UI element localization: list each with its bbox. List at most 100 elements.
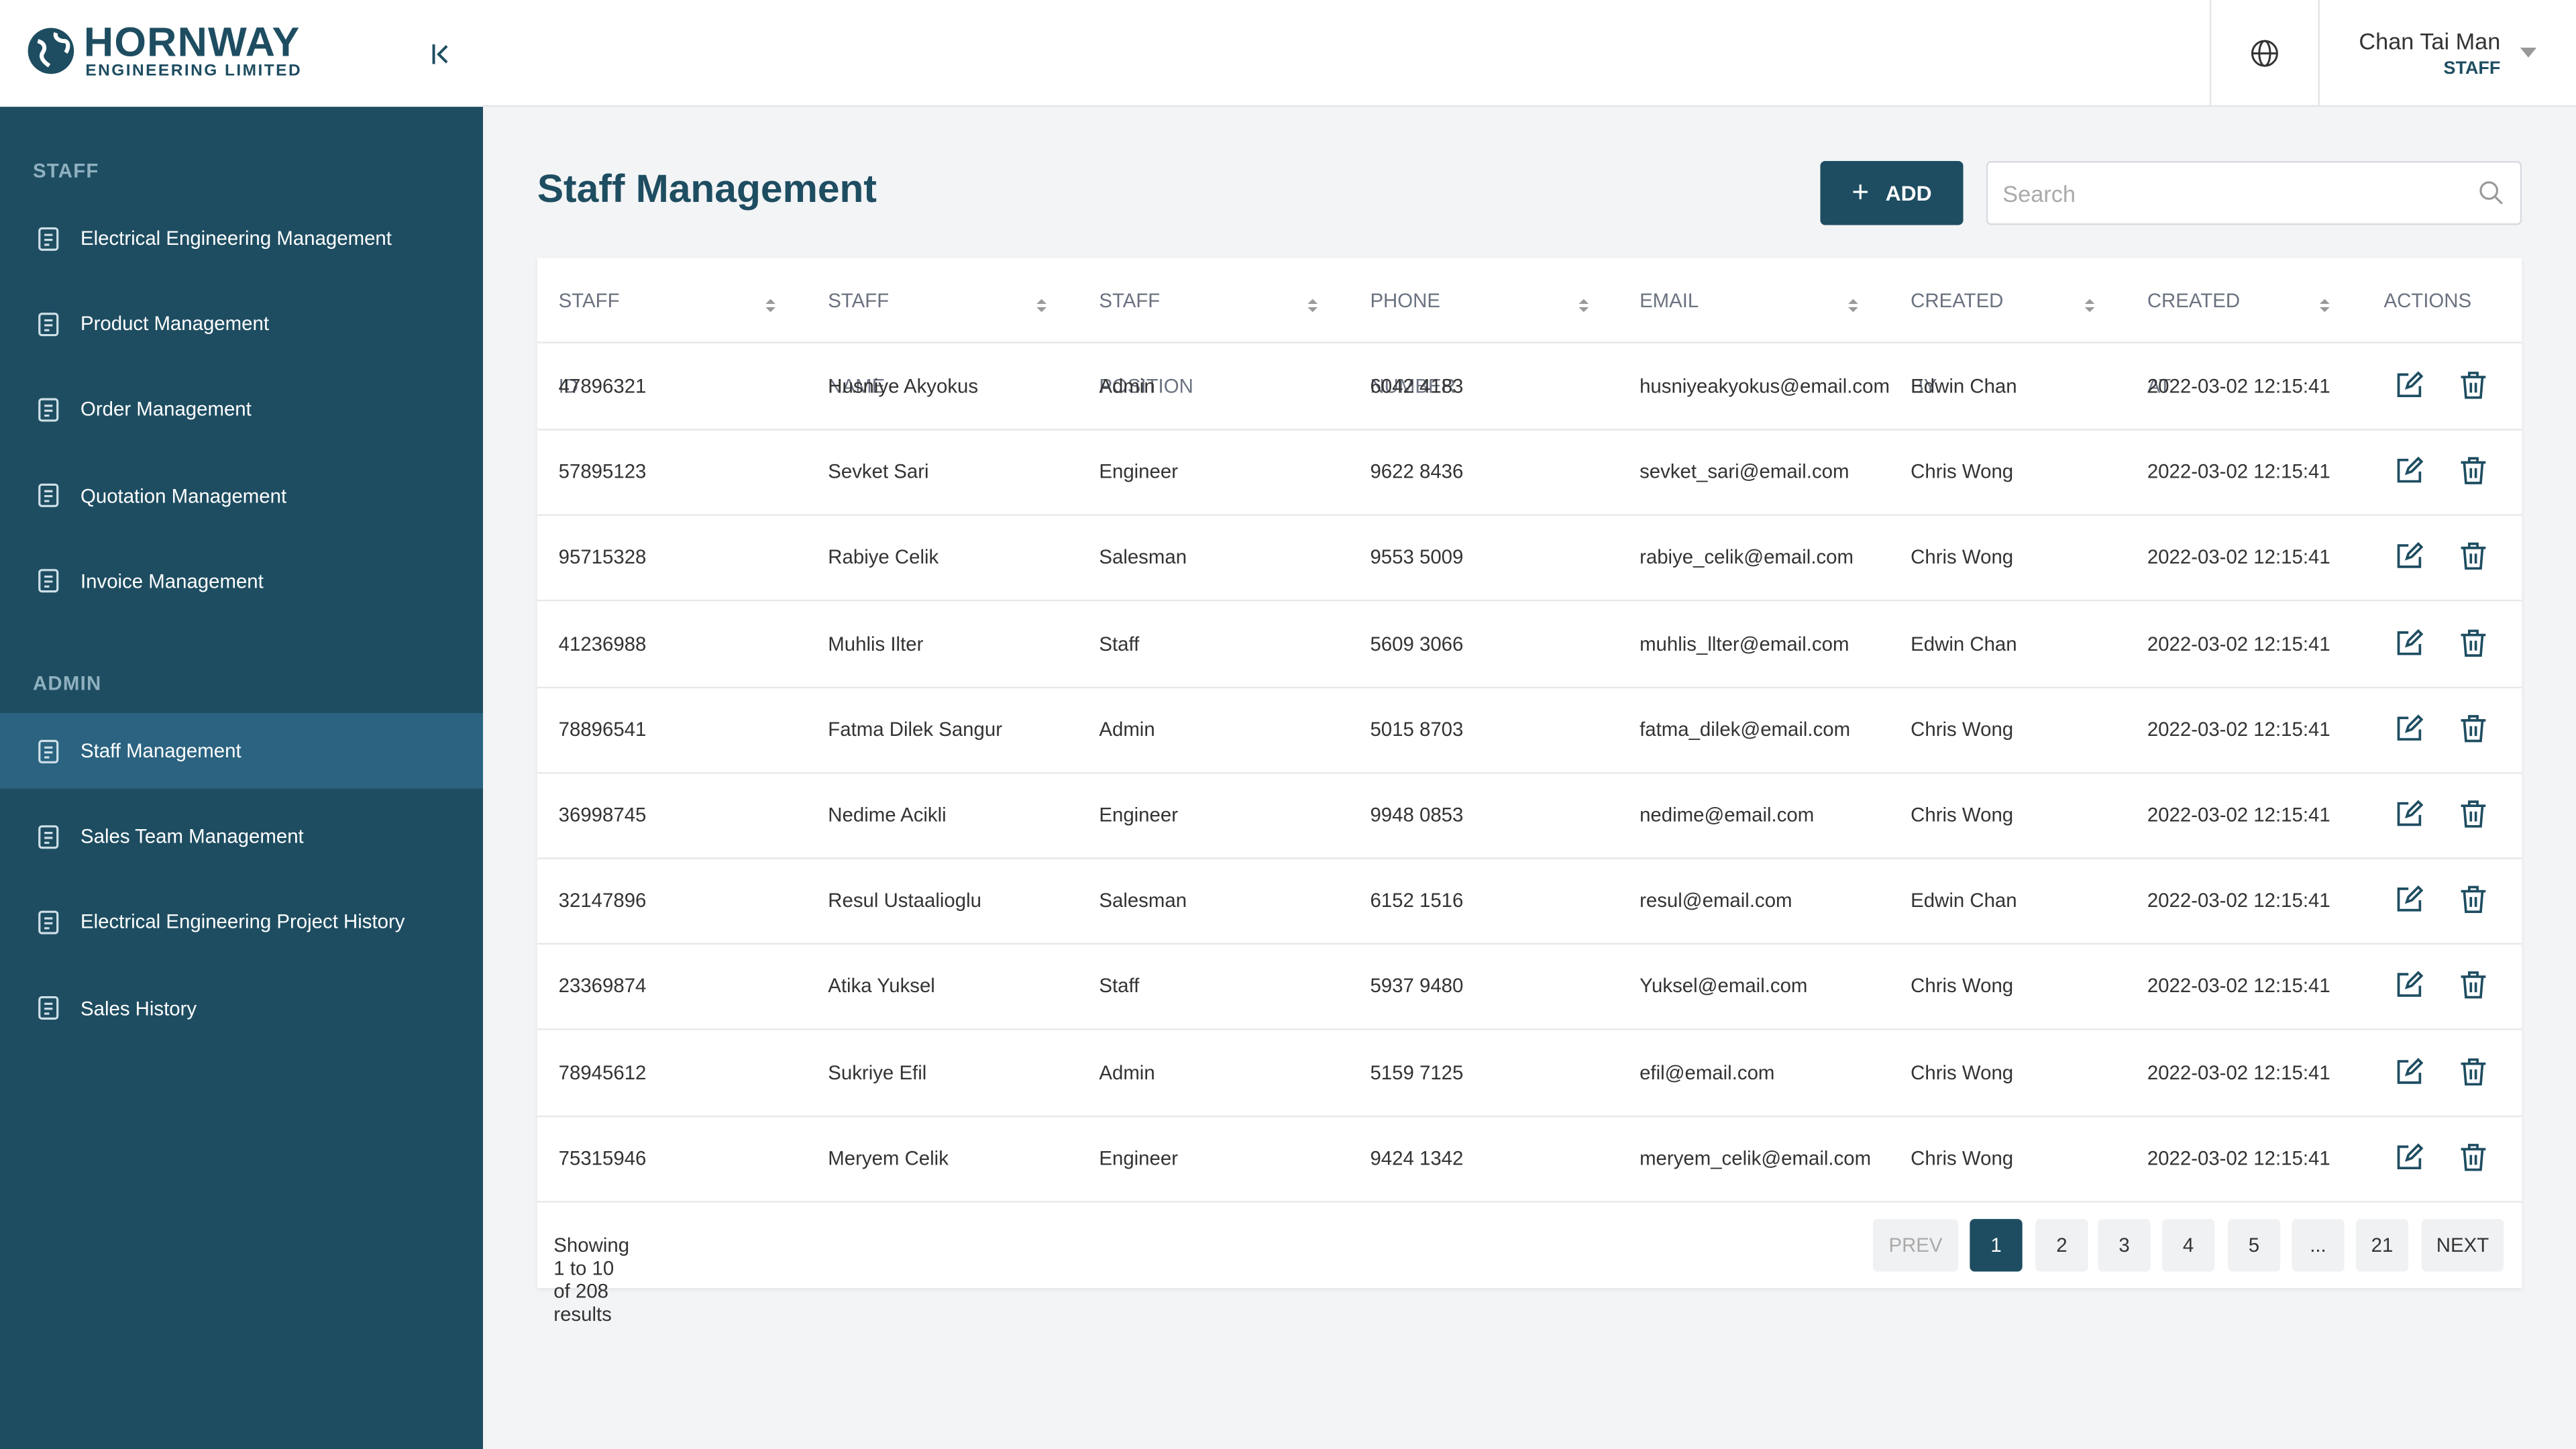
sort-arrows [765, 299, 775, 313]
delete-icon [2461, 1057, 2486, 1085]
table-cell: 23369874 [558, 975, 647, 998]
sort-icon [764, 292, 777, 322]
page-button[interactable]: 5 [2227, 1219, 2281, 1272]
column-header[interactable]: CREATED BY [1911, 289, 2004, 398]
menu-item[interactable]: Sales Team Management [0, 799, 483, 875]
menu-item[interactable]: Order Management [0, 372, 483, 447]
dropdown-arrow [2520, 48, 2537, 58]
user-name: Chan Tai Man [2359, 28, 2501, 54]
page-button[interactable]: 21 [2355, 1219, 2409, 1272]
column-header[interactable]: STAFF POSITION [1099, 289, 1193, 398]
page-button[interactable]: 3 [2098, 1219, 2151, 1272]
row-divider [537, 341, 2522, 343]
table-cell: 2022-03-02 12:15:41 [2147, 1061, 2330, 1084]
menu-label: Electrical Engineering Project History [80, 910, 405, 934]
menu-label: Staff Management [80, 739, 241, 763]
delete-button[interactable] [2459, 971, 2487, 1008]
edit-button[interactable] [2396, 971, 2424, 1008]
delete-button[interactable] [2459, 1143, 2487, 1179]
table-cell: nedime@email.com [1640, 803, 1815, 826]
menu-item[interactable]: Sales History [0, 970, 483, 1046]
table-cell: Staff [1099, 631, 1140, 655]
table-cell: rabiye_celik@email.com [1640, 546, 1854, 570]
delete-button[interactable] [2459, 714, 2487, 751]
delete-button[interactable] [2459, 457, 2487, 493]
menu-item[interactable]: Product Management [0, 286, 483, 362]
menu-item[interactable]: Invoice Management [0, 543, 483, 619]
table-cell: 9622 8436 [1370, 460, 1464, 484]
sort-icon [2318, 292, 2332, 322]
column-header[interactable]: EMAIL [1640, 289, 1699, 313]
language-button[interactable] [2209, 0, 2320, 105]
edit-button[interactable] [2396, 628, 2424, 665]
user-menu[interactable]: Chan Tai Man STAFF [2318, 0, 2576, 105]
edit-button[interactable] [2396, 542, 2424, 579]
column-header[interactable]: STAFF NAME [828, 289, 890, 398]
delete-button[interactable] [2459, 1057, 2487, 1093]
menu-icon [38, 824, 59, 849]
column-header[interactable]: STAFF ID [558, 289, 620, 398]
menu-item[interactable]: Electrical Engineering Project History [0, 885, 483, 961]
delete-button[interactable] [2459, 543, 2487, 579]
logo-sub: ENGINEERING LIMITED [85, 62, 303, 81]
sort-arrows [2084, 299, 2095, 313]
menu-label: Electrical Engineering Management [80, 226, 392, 250]
table-cell: 9424 1342 [1370, 1146, 1464, 1170]
edit-button[interactable] [2396, 371, 2424, 407]
menu-icon [38, 910, 59, 934]
menu-item[interactable]: Quotation Management [0, 458, 483, 533]
edit-button[interactable] [2396, 885, 2424, 922]
table-cell: Admin [1099, 374, 1155, 398]
delete-button[interactable] [2459, 885, 2487, 922]
table-cell: Nedime Acikli [828, 803, 947, 826]
delete-button[interactable] [2459, 371, 2487, 407]
logo-icon [28, 28, 74, 74]
row-divider [537, 686, 2522, 688]
table-cell: 78945612 [558, 1061, 647, 1084]
menu-item[interactable]: Electrical Engineering Management [0, 201, 483, 276]
delete-button[interactable] [2459, 800, 2487, 837]
menu-item[interactable]: Staff Management [0, 712, 484, 789]
table-cell: efil@email.com [1640, 1061, 1775, 1084]
edit-icon [2397, 542, 2424, 569]
page-button[interactable]: 1 [1970, 1219, 2023, 1272]
table-cell: Sevket Sari [828, 460, 929, 484]
edit-button[interactable] [2396, 800, 2424, 837]
sidebar: STAFF Electrical Engineering Management Pr… [0, 107, 484, 1449]
column-header[interactable]: PHONE NUMBER [1370, 289, 1456, 398]
table-cell: Admin [1099, 717, 1155, 741]
edit-icon [2397, 1057, 2424, 1083]
search-box[interactable]: Search [1986, 161, 2522, 225]
column-header: ACTIONS [2383, 289, 2472, 313]
table-cell: 95715328 [558, 546, 647, 570]
page-button[interactable]: 4 [2161, 1219, 2215, 1272]
delete-icon [2461, 886, 2486, 914]
table-cell: Salesman [1099, 889, 1187, 912]
delete-button[interactable] [2459, 629, 2487, 665]
page-button[interactable]: ... [2292, 1219, 2345, 1272]
menu-label: Product Management [80, 312, 269, 336]
sort-icon [1306, 292, 1320, 322]
column-header[interactable]: CREATED AT [2147, 289, 2241, 398]
collapse-button[interactable] [429, 43, 451, 66]
table-cell: 5937 9480 [1370, 975, 1464, 998]
table-cell: 2022-03-02 12:15:41 [2147, 460, 2330, 484]
edit-button[interactable] [2396, 457, 2424, 493]
page-button[interactable]: 2 [2035, 1219, 2088, 1272]
page-title: Staff Management [537, 167, 877, 212]
menu-icon [38, 996, 59, 1020]
row-divider [537, 943, 2522, 945]
edit-button[interactable] [2396, 1142, 2424, 1179]
menu-icon [38, 569, 59, 593]
table-cell: 2022-03-02 12:15:41 [2147, 374, 2330, 398]
row-divider [537, 1200, 2522, 1203]
delete-icon [2461, 1143, 2486, 1171]
table-cell: Muhlis Ilter [828, 631, 924, 655]
search-placeholder: Search [2002, 180, 2076, 207]
globe-icon [2251, 40, 2278, 67]
page-button[interactable]: NEXT [2421, 1219, 2504, 1272]
row-divider [537, 1114, 2522, 1117]
edit-button[interactable] [2396, 1057, 2424, 1093]
edit-button[interactable] [2396, 714, 2424, 751]
add-button[interactable]: + ADD [1820, 161, 1964, 225]
